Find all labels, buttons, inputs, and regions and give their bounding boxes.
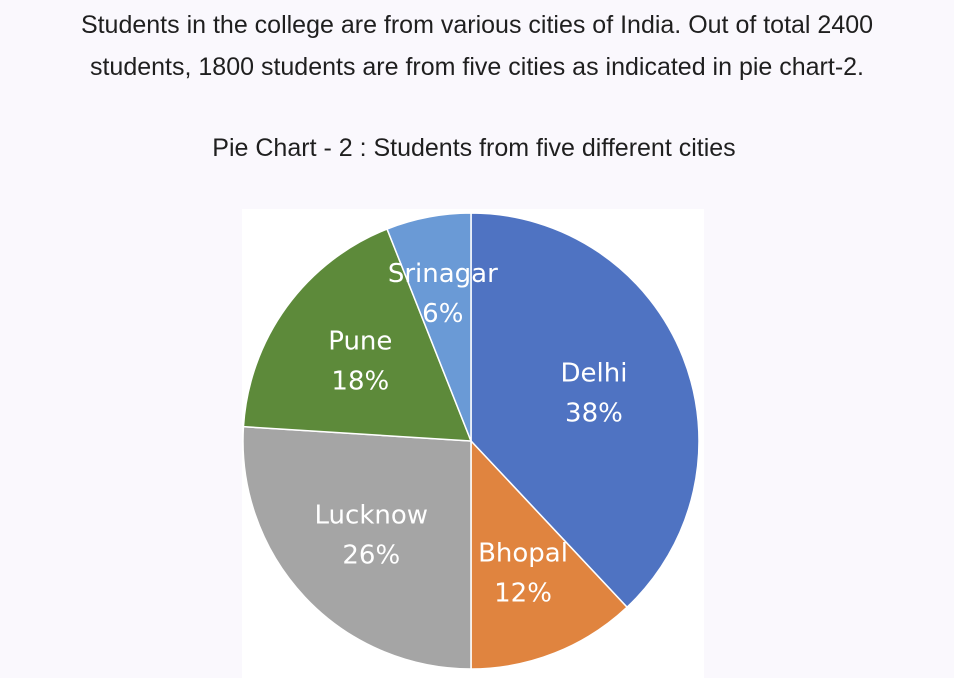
slice-label-pune: Pune — [328, 327, 392, 357]
slice-bhopal — [470, 439, 629, 670]
slice-srinagar — [386, 212, 472, 442]
slice-percent-delhi: 38% — [565, 398, 623, 428]
slice-label-srinagar: Srinagar — [388, 259, 498, 289]
slice-pune — [242, 228, 473, 442]
slice-lucknow — [242, 425, 472, 670]
intro-text: Students in the college are from various… — [0, 4, 954, 88]
pie-chart: Delhi 38% Bhopal 12% Lucknow 26% Pune 18% Srinag… — [242, 212, 700, 670]
intro-line-1: Students in the college are from various… — [80, 11, 874, 39]
slice-label-bhopal: Bhopal — [478, 538, 568, 568]
slice-percent-bhopal: 12% — [494, 578, 552, 608]
chart-area: Delhi 38% Bhopal 12% Lucknow 26% Pune 18% Srinag… — [242, 209, 704, 678]
slice-percent-lucknow: 26% — [342, 541, 400, 571]
slice-label-delhi: Delhi — [560, 358, 627, 388]
chart-title: Pie Chart - 2 : Students from five diffe… — [212, 134, 736, 162]
pie-labels: Delhi 38% Bhopal 12% Lucknow 26% Pune 18% Srinag… — [315, 259, 628, 608]
slice-percent-srinagar: 6% — [422, 299, 463, 329]
intro-line-2: students, 1800 students are from five ci… — [89, 53, 865, 81]
pie-slices — [242, 212, 700, 670]
slice-delhi — [470, 212, 700, 609]
slice-label-lucknow: Lucknow — [315, 501, 429, 531]
slice-percent-pune: 18% — [331, 367, 389, 397]
